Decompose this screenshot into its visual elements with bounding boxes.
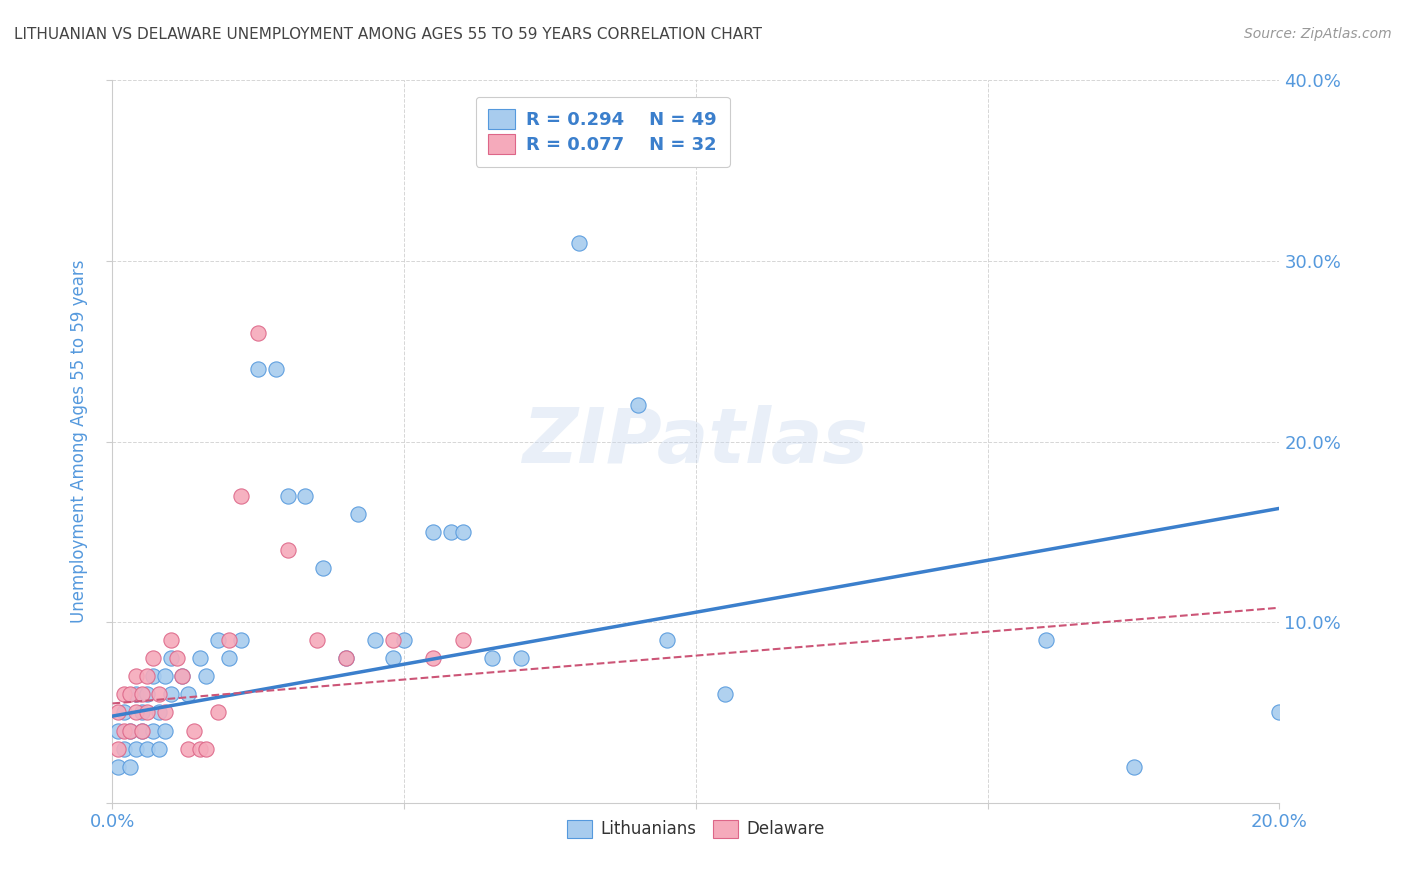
Point: [183, 723, 205, 738]
Point: [142, 669, 165, 683]
Point: [131, 723, 153, 738]
Point: [136, 669, 159, 683]
Point: [229, 489, 252, 503]
Point: [136, 706, 159, 720]
Point: [118, 723, 141, 738]
Point: [148, 687, 170, 701]
Point: [112, 723, 135, 738]
Point: [142, 651, 165, 665]
Point: [451, 633, 474, 648]
Point: [112, 706, 135, 720]
Point: [422, 524, 444, 539]
Point: [346, 507, 368, 521]
Point: [172, 669, 194, 683]
Point: [153, 669, 176, 683]
Point: [160, 651, 183, 665]
Point: [381, 651, 404, 665]
Point: [1122, 760, 1144, 774]
Text: Source: ZipAtlas.com: Source: ZipAtlas.com: [1244, 27, 1392, 41]
Point: [451, 524, 474, 539]
Point: [509, 651, 531, 665]
Point: [136, 687, 159, 701]
Point: [172, 669, 194, 683]
Point: [194, 669, 217, 683]
Point: [440, 524, 463, 539]
Point: [142, 723, 165, 738]
Point: [131, 706, 153, 720]
Point: [655, 633, 678, 648]
Point: [294, 489, 316, 503]
Point: [335, 651, 357, 665]
Y-axis label: Unemployment Among Ages 55 to 59 years: Unemployment Among Ages 55 to 59 years: [70, 260, 89, 624]
Point: [247, 362, 270, 376]
Point: [188, 651, 211, 665]
Point: [118, 760, 141, 774]
Point: [112, 687, 135, 701]
Point: [627, 398, 650, 412]
Point: [229, 633, 252, 648]
Text: LITHUANIAN VS DELAWARE UNEMPLOYMENT AMONG AGES 55 TO 59 YEARS CORRELATION CHART: LITHUANIAN VS DELAWARE UNEMPLOYMENT AMON…: [14, 27, 762, 42]
Point: [148, 741, 170, 756]
Point: [153, 706, 176, 720]
Point: [381, 633, 404, 648]
Point: [177, 687, 200, 701]
Point: [714, 687, 737, 701]
Point: [218, 633, 240, 648]
Point: [125, 706, 148, 720]
Point: [247, 326, 270, 340]
Point: [276, 542, 298, 557]
Point: [148, 706, 170, 720]
Point: [166, 651, 188, 665]
Point: [481, 651, 503, 665]
Point: [194, 741, 217, 756]
Point: [394, 633, 416, 648]
Point: [160, 633, 183, 648]
Point: [364, 633, 387, 648]
Point: [153, 723, 176, 738]
Point: [131, 687, 153, 701]
Point: [305, 633, 328, 648]
Point: [335, 651, 357, 665]
Point: [107, 706, 129, 720]
Point: [1035, 633, 1057, 648]
Point: [207, 706, 229, 720]
Point: [264, 362, 287, 376]
Point: [125, 669, 148, 683]
Point: [177, 741, 200, 756]
Legend: Lithuanians, Delaware: Lithuanians, Delaware: [561, 813, 831, 845]
Point: [218, 651, 240, 665]
Point: [131, 723, 153, 738]
Point: [160, 687, 183, 701]
Point: [207, 633, 229, 648]
Point: [1268, 706, 1291, 720]
Point: [107, 723, 129, 738]
Point: [125, 687, 148, 701]
Point: [422, 651, 444, 665]
Text: ZIPatlas: ZIPatlas: [523, 405, 869, 478]
Point: [107, 741, 129, 756]
Point: [118, 723, 141, 738]
Point: [107, 760, 129, 774]
Point: [276, 489, 298, 503]
Point: [112, 741, 135, 756]
Point: [188, 741, 211, 756]
Point: [568, 235, 591, 250]
Point: [125, 741, 148, 756]
Point: [118, 687, 141, 701]
Point: [311, 561, 333, 575]
Point: [136, 741, 159, 756]
